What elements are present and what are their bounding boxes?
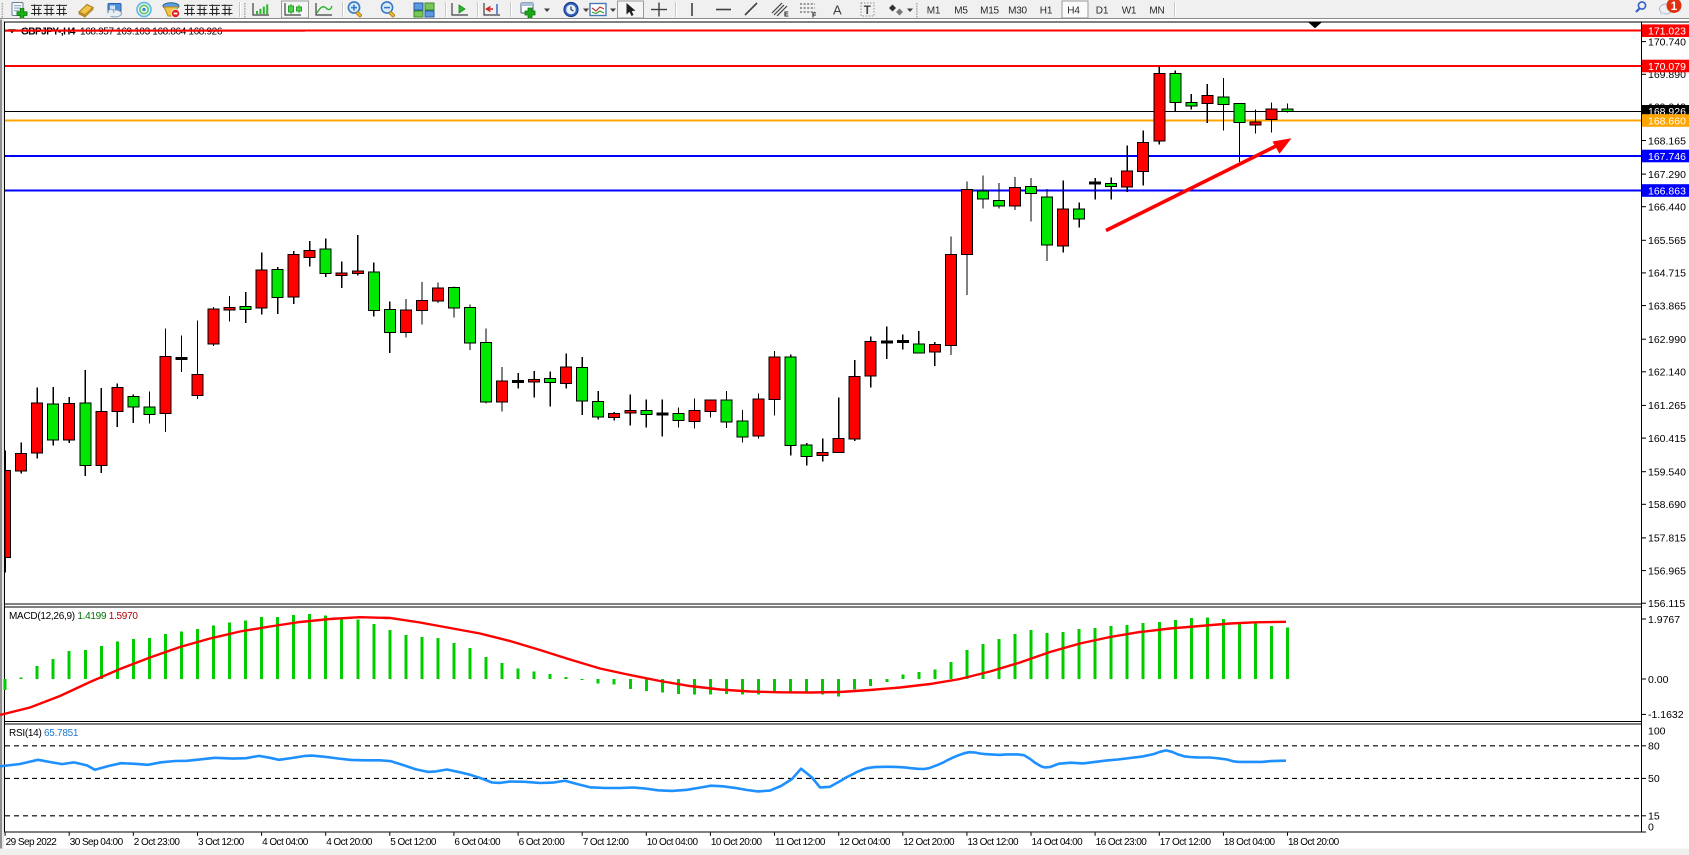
svg-text:12 Oct 20:00: 12 Oct 20:00 [903, 837, 955, 848]
svg-text:1.9767: 1.9767 [1648, 614, 1680, 626]
svg-text:E: E [784, 12, 789, 19]
svg-text:159.540: 159.540 [1648, 467, 1686, 479]
svg-text:162.140: 162.140 [1648, 367, 1686, 379]
svg-text:M30: M30 [1008, 6, 1027, 17]
svg-text:168.957 169.103 168.864 168.92: 168.957 169.103 168.864 168.926 [80, 27, 223, 38]
svg-text:-1.1632: -1.1632 [1648, 709, 1684, 721]
svg-text:0.00: 0.00 [1648, 674, 1669, 686]
svg-text:18 Oct 04:00: 18 Oct 04:00 [1224, 837, 1276, 848]
svg-text:164.715: 164.715 [1648, 268, 1686, 280]
svg-text:100: 100 [1648, 725, 1666, 737]
svg-text:163.865: 163.865 [1648, 300, 1686, 312]
svg-text:165.565: 165.565 [1648, 235, 1686, 247]
svg-text:7 Oct 12:00: 7 Oct 12:00 [583, 837, 630, 848]
svg-text:3 Oct 12:00: 3 Oct 12:00 [198, 837, 245, 848]
svg-text:157.815: 157.815 [1648, 533, 1686, 545]
svg-text:15: 15 [1648, 811, 1660, 823]
svg-text:30 Sep 04:00: 30 Sep 04:00 [70, 837, 124, 848]
svg-text:13 Oct 12:00: 13 Oct 12:00 [967, 837, 1019, 848]
svg-text:M5: M5 [954, 6, 968, 17]
svg-text:4 Oct 20:00: 4 Oct 20:00 [326, 837, 373, 848]
svg-text:50: 50 [1648, 773, 1660, 785]
svg-text:12 Oct 04:00: 12 Oct 04:00 [839, 837, 891, 848]
svg-text:H4: H4 [1067, 6, 1080, 17]
svg-text:156.115: 156.115 [1648, 598, 1685, 610]
svg-text:14 Oct 04:00: 14 Oct 04:00 [1032, 837, 1084, 848]
svg-text:16 Oct 23:00: 16 Oct 23:00 [1096, 837, 1148, 848]
svg-text:168.165: 168.165 [1648, 135, 1686, 147]
svg-text:6 Oct 20:00: 6 Oct 20:00 [519, 837, 566, 848]
svg-text:M1: M1 [927, 6, 941, 17]
svg-text:M15: M15 [980, 6, 999, 17]
svg-text:2 Oct 23:00: 2 Oct 23:00 [134, 837, 181, 848]
svg-text:0: 0 [1648, 821, 1654, 833]
svg-text:A: A [833, 3, 842, 18]
svg-text:GBPJPY-,H4: GBPJPY-,H4 [21, 27, 76, 38]
svg-text:160.415: 160.415 [1648, 433, 1686, 445]
svg-text:156.965: 156.965 [1648, 565, 1686, 577]
svg-text:D1: D1 [1096, 6, 1109, 17]
svg-text:167.290: 167.290 [1648, 169, 1686, 181]
svg-text:29 Sep 2022: 29 Sep 2022 [6, 837, 58, 848]
svg-text:5 Oct 12:00: 5 Oct 12:00 [390, 837, 437, 848]
svg-text:158.690: 158.690 [1648, 499, 1686, 511]
svg-text:80: 80 [1648, 741, 1660, 753]
svg-text:166.440: 166.440 [1648, 202, 1686, 214]
svg-text:170.740: 170.740 [1648, 36, 1686, 48]
svg-text:168.660: 168.660 [1648, 115, 1686, 127]
svg-text:F: F [812, 13, 817, 20]
svg-text:10 Oct 04:00: 10 Oct 04:00 [647, 837, 699, 848]
svg-text:161.265: 161.265 [1648, 400, 1686, 412]
svg-text:162.990: 162.990 [1648, 334, 1686, 346]
svg-text:166.863: 166.863 [1648, 185, 1686, 197]
svg-text:171.023: 171.023 [1648, 26, 1686, 38]
svg-text:6 Oct 04:00: 6 Oct 04:00 [454, 837, 501, 848]
svg-text:4 Oct 04:00: 4 Oct 04:00 [262, 837, 309, 848]
svg-text:17 Oct 12:00: 17 Oct 12:00 [1160, 837, 1212, 848]
svg-text:H1: H1 [1040, 6, 1053, 17]
svg-text:T: T [864, 5, 871, 17]
svg-text:18 Oct 20:00: 18 Oct 20:00 [1288, 837, 1340, 848]
svg-text:MACD(12,26,9) 1.4199 1.5970: MACD(12,26,9) 1.4199 1.5970 [9, 611, 138, 622]
svg-text:170.079: 170.079 [1648, 61, 1686, 73]
svg-text:10 Oct 20:00: 10 Oct 20:00 [711, 837, 763, 848]
svg-text:MN: MN [1149, 6, 1164, 17]
svg-text:1: 1 [1671, 1, 1678, 13]
svg-text:RSI(14) 65.7851: RSI(14) 65.7851 [9, 728, 79, 739]
svg-text:W1: W1 [1122, 6, 1137, 17]
svg-text:167.746: 167.746 [1648, 151, 1686, 163]
svg-text:11 Oct 12:00: 11 Oct 12:00 [775, 837, 826, 848]
